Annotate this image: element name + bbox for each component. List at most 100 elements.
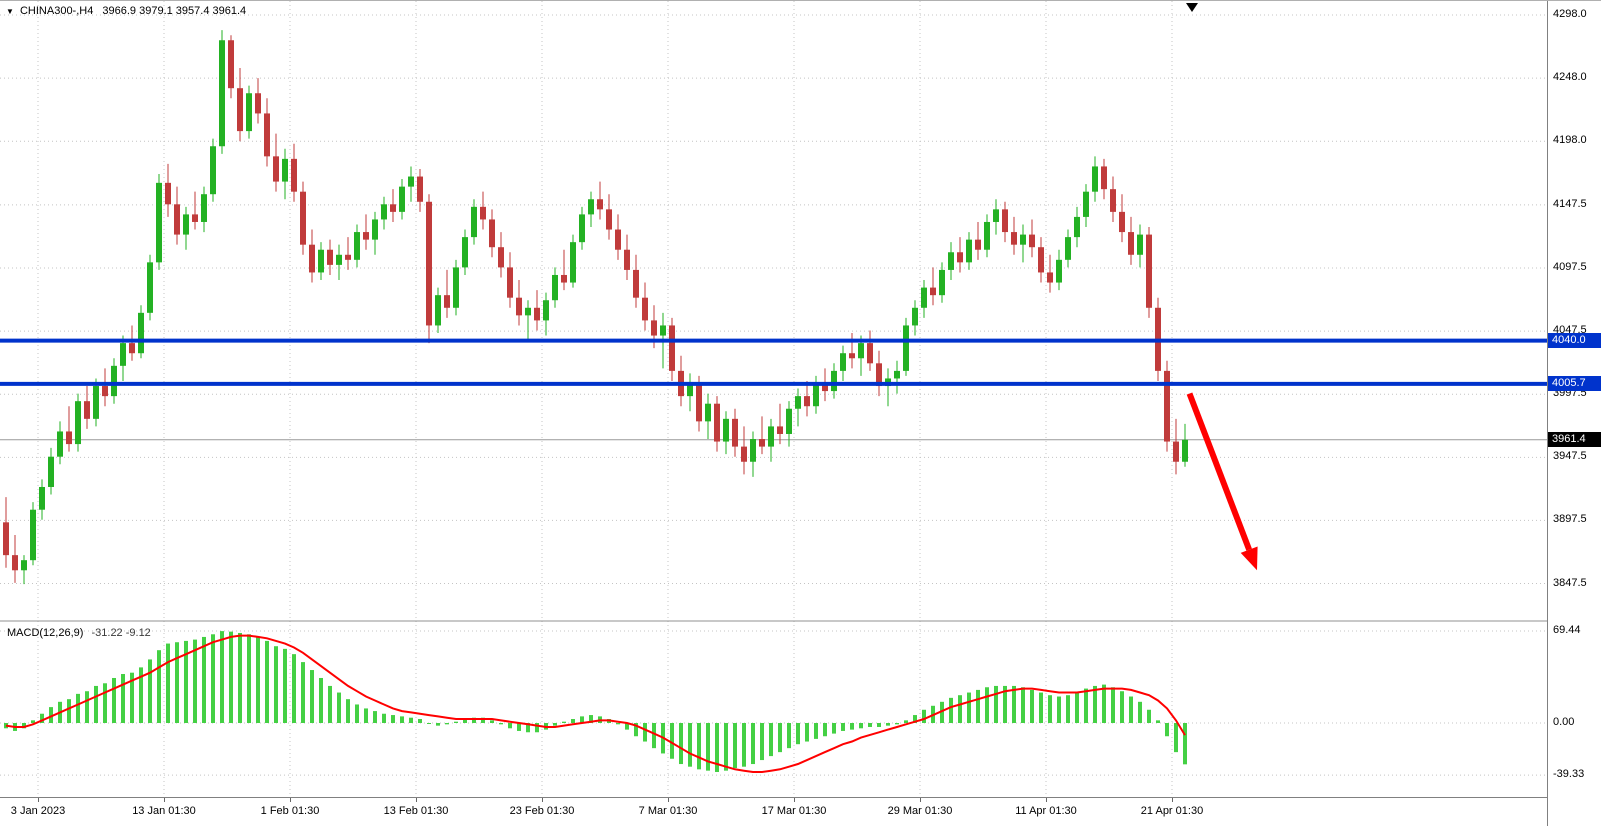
macd-histogram-bar xyxy=(1066,695,1070,723)
macd-histogram-bar xyxy=(211,634,215,723)
macd-histogram-bar xyxy=(1129,696,1133,723)
macd-histogram-bar xyxy=(400,716,404,723)
candle-body xyxy=(1128,232,1134,255)
time-axis-label: 3 Jan 2023 xyxy=(10,805,66,817)
macd-histogram-bar xyxy=(868,723,872,727)
macd-histogram-bar xyxy=(967,692,971,723)
candle-body xyxy=(930,287,936,296)
candle-body xyxy=(30,509,36,561)
candle-body xyxy=(192,214,198,222)
candle-body xyxy=(309,244,315,273)
candle-body xyxy=(147,262,153,313)
candle-body xyxy=(876,363,882,387)
macd-histogram-bar xyxy=(364,708,368,723)
macd-histogram-bar xyxy=(1165,723,1169,737)
macd-histogram-bar xyxy=(841,723,845,731)
macd-histogram-bar xyxy=(229,631,233,723)
macd-histogram-bar xyxy=(823,723,827,737)
time-axis[interactable]: 3 Jan 2023 13 Jan 01:30 1 Feb 01:30 13 Feb … xyxy=(0,797,1547,826)
macd-histogram-bar xyxy=(355,704,359,723)
macd-histogram-bar xyxy=(724,723,728,771)
candle-body xyxy=(291,158,297,192)
candle-body xyxy=(1002,209,1008,233)
macd-histogram-bar xyxy=(688,723,692,767)
candle-body xyxy=(111,365,117,397)
candle-body xyxy=(237,88,243,132)
macd-histogram-bar xyxy=(202,636,206,723)
candle-body xyxy=(255,93,261,114)
macd-histogram-bar xyxy=(445,723,449,725)
candle-body xyxy=(264,113,270,157)
macd-histogram-bar xyxy=(940,701,944,723)
candle-body xyxy=(183,214,189,235)
candle-body xyxy=(606,209,612,230)
chart-shift-marker-icon[interactable] xyxy=(1186,3,1198,12)
candle-body xyxy=(786,408,792,434)
macd-histogram-bar xyxy=(886,723,890,726)
candle-body xyxy=(48,456,54,487)
chart-canvas[interactable] xyxy=(0,1,1547,796)
price-axis-label: 3947.5 xyxy=(1553,450,1587,463)
macd-histogram-bar xyxy=(1012,685,1016,723)
chart-area[interactable]: ▼ CHINA300-,H4 3966.9 3979.1 3957.4 3961… xyxy=(0,1,1547,796)
macd-histogram-bar xyxy=(328,685,332,723)
candle-body xyxy=(498,247,504,268)
candle-body xyxy=(984,221,990,250)
candle-body xyxy=(849,353,855,359)
macd-histogram-bar xyxy=(1093,685,1097,723)
trend-arrow-head[interactable] xyxy=(1240,546,1258,571)
macd-histogram-bar xyxy=(1102,684,1106,723)
macd-histogram-bar xyxy=(274,646,278,723)
macd-histogram-bar xyxy=(985,687,989,723)
time-axis-tick xyxy=(38,798,39,802)
candle-body xyxy=(1056,259,1062,283)
trend-arrow-line[interactable] xyxy=(1186,392,1252,551)
hline-price-tag: 4005.7 xyxy=(1548,375,1601,391)
candle-body xyxy=(399,186,405,212)
candle-body xyxy=(615,229,621,250)
candle-body xyxy=(408,176,414,187)
macd-histogram-bar xyxy=(760,723,764,761)
macd-histogram-bar xyxy=(742,723,746,767)
macd-histogram-bar xyxy=(535,723,539,733)
macd-histogram-bar xyxy=(1057,696,1061,723)
candle-body xyxy=(588,199,594,215)
candle-body xyxy=(1029,234,1035,248)
macd-histogram-bar xyxy=(706,723,710,771)
macd-histogram-bar xyxy=(517,723,521,731)
candle-body xyxy=(210,146,216,195)
time-axis-label: 13 Feb 01:30 xyxy=(383,805,449,817)
macd-histogram-bar xyxy=(103,683,107,723)
symbol-info: ▼ CHINA300-,H4 3966.9 3979.1 3957.4 3961… xyxy=(6,5,246,17)
macd-histogram-bar xyxy=(1030,689,1034,723)
candle-body xyxy=(570,242,576,283)
macd-histogram-bar xyxy=(652,723,656,749)
time-axis-label: 13 Jan 01:30 xyxy=(132,805,196,817)
macd-histogram-bar xyxy=(1147,709,1151,723)
candle-body xyxy=(633,269,639,298)
candle-body xyxy=(381,204,387,220)
candle-body xyxy=(858,343,864,359)
candle-body xyxy=(1011,232,1017,245)
price-axis-label: 4248.0 xyxy=(1553,71,1587,84)
macd-histogram-bar xyxy=(157,650,161,723)
candle-body xyxy=(750,439,756,462)
collapse-triangle-icon[interactable]: ▼ xyxy=(6,7,14,16)
candle-body xyxy=(867,343,873,364)
candle-body xyxy=(651,320,657,336)
candle-body xyxy=(939,269,945,296)
macd-histogram-bar xyxy=(31,720,35,723)
macd-histogram-bar xyxy=(256,636,260,723)
macd-histogram-bar xyxy=(643,723,647,742)
candle-body xyxy=(228,40,234,89)
candle-body xyxy=(561,274,567,283)
price-axis-label: 4298.0 xyxy=(1553,8,1587,20)
macd-histogram-bar xyxy=(922,709,926,723)
macd-histogram-bar xyxy=(679,723,683,765)
price-axis[interactable]: 4298.0 4248.0 4198.0 4147.5 4097.5 4047.5 3997… xyxy=(1547,1,1601,826)
time-axis-label: 7 Mar 01:30 xyxy=(638,805,698,817)
macd-histogram-bar xyxy=(751,723,755,765)
candle-body xyxy=(840,353,846,371)
macd-name: MACD(12,26,9) xyxy=(7,627,84,639)
candle-body xyxy=(1101,166,1107,190)
